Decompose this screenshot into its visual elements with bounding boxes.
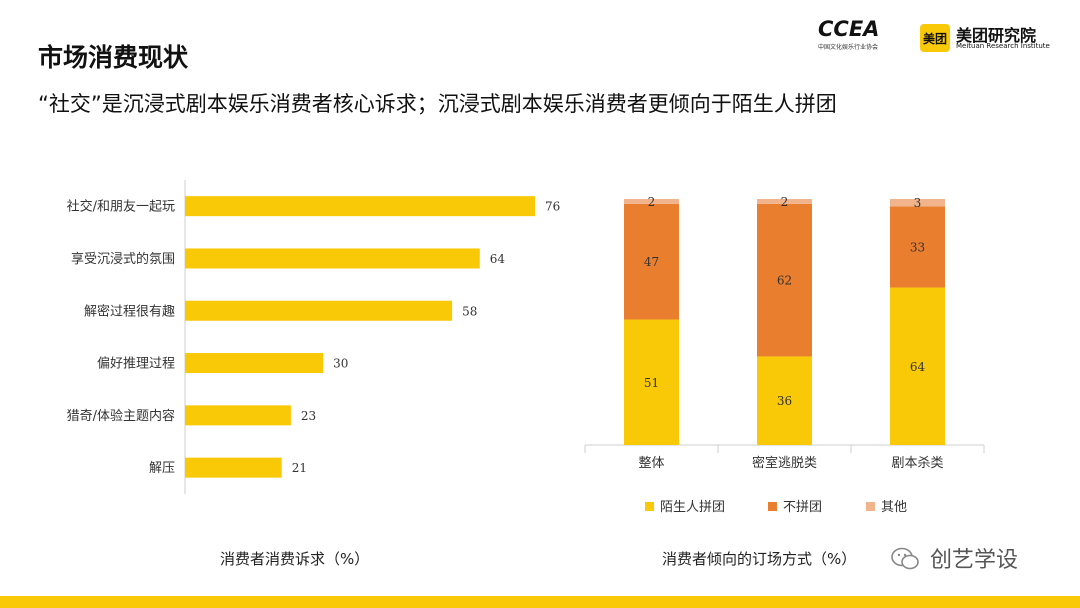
stacked-segment <box>890 199 945 207</box>
legend-swatch <box>768 502 777 511</box>
segment-label: 3 <box>914 196 922 210</box>
segment-label: 51 <box>644 376 659 390</box>
stacked-segment <box>624 199 679 204</box>
data-label: 23 <box>301 409 316 423</box>
category-label: 享受沉浸式的氛围 <box>71 251 175 267</box>
category-label: 偏好推理过程 <box>97 357 175 372</box>
bar <box>185 457 282 478</box>
segment-label: 62 <box>777 274 792 288</box>
bar <box>185 248 480 269</box>
legend-label: 不拼团 <box>783 500 822 515</box>
data-label: 21 <box>292 461 307 475</box>
legend-label: 陌生人拼团 <box>660 500 725 515</box>
meituan-name: 美团研究院 <box>956 26 1037 45</box>
ccea-logo: CCEA 中国文化娱乐行业协会 <box>818 18 900 56</box>
bar <box>185 353 324 374</box>
watermark-text: 创艺学设 <box>930 548 1019 573</box>
ccea-logo-word: CCEA <box>818 17 880 41</box>
meituan-logo: 美团 美团研究院 Meituan Research Institute <box>920 22 1065 54</box>
ccea-logo-subtext: 中国文化娱乐行业协会 <box>818 44 879 51</box>
stacked-segment <box>890 287 945 445</box>
data-label: 76 <box>545 200 560 214</box>
watermark: 创艺学设 <box>890 542 1060 578</box>
segment-label: 47 <box>644 255 659 269</box>
data-label: 58 <box>462 304 477 318</box>
stacked-segment <box>624 203 679 320</box>
bar <box>185 300 453 321</box>
segment-label: 64 <box>910 360 926 374</box>
legend-swatch <box>866 502 875 511</box>
right-chart-caption: 消费者倾向的订场方式（%） <box>662 550 857 568</box>
category-label: 猎奇/体验主题内容 <box>67 408 175 424</box>
bar <box>185 405 291 426</box>
bar <box>185 196 535 217</box>
segment-label: 2 <box>648 195 656 209</box>
data-label: 30 <box>333 357 348 371</box>
data-label: 64 <box>490 252 506 266</box>
wechat-icon <box>891 547 919 570</box>
page-subtitle: “社交”是沉浸式剧本娱乐消费者核心诉求；沉浸式剧本娱乐消费者更倾向于陌生人拼团 <box>38 92 837 116</box>
category-label: 解压 <box>149 461 175 476</box>
segment-label: 33 <box>910 240 925 254</box>
stacked-segment <box>890 206 945 288</box>
stacked-segment <box>757 199 812 204</box>
legend-label: 其他 <box>881 500 907 515</box>
category-label: 整体 <box>638 456 664 471</box>
left-chart-caption: 消费者消费诉求（%） <box>220 550 370 568</box>
category-label: 密室逃脱类 <box>752 455 817 471</box>
stacked-segment <box>624 319 679 445</box>
category-label: 社交/和朋友一起玩 <box>67 199 175 215</box>
category-label: 解密过程很有趣 <box>84 303 175 319</box>
segment-label: 36 <box>777 394 792 408</box>
stacked-segment <box>757 356 812 445</box>
page-title: 市场消费现状 <box>38 43 189 72</box>
bottom-band <box>0 596 1080 608</box>
stacked-segment <box>757 203 812 357</box>
meituan-english-name: Meituan Research Institute <box>956 42 1050 50</box>
meituan-badge: 美团 <box>920 24 950 52</box>
category-label: 剧本杀类 <box>891 456 943 471</box>
legend-swatch <box>645 502 654 511</box>
segment-label: 2 <box>781 195 789 209</box>
